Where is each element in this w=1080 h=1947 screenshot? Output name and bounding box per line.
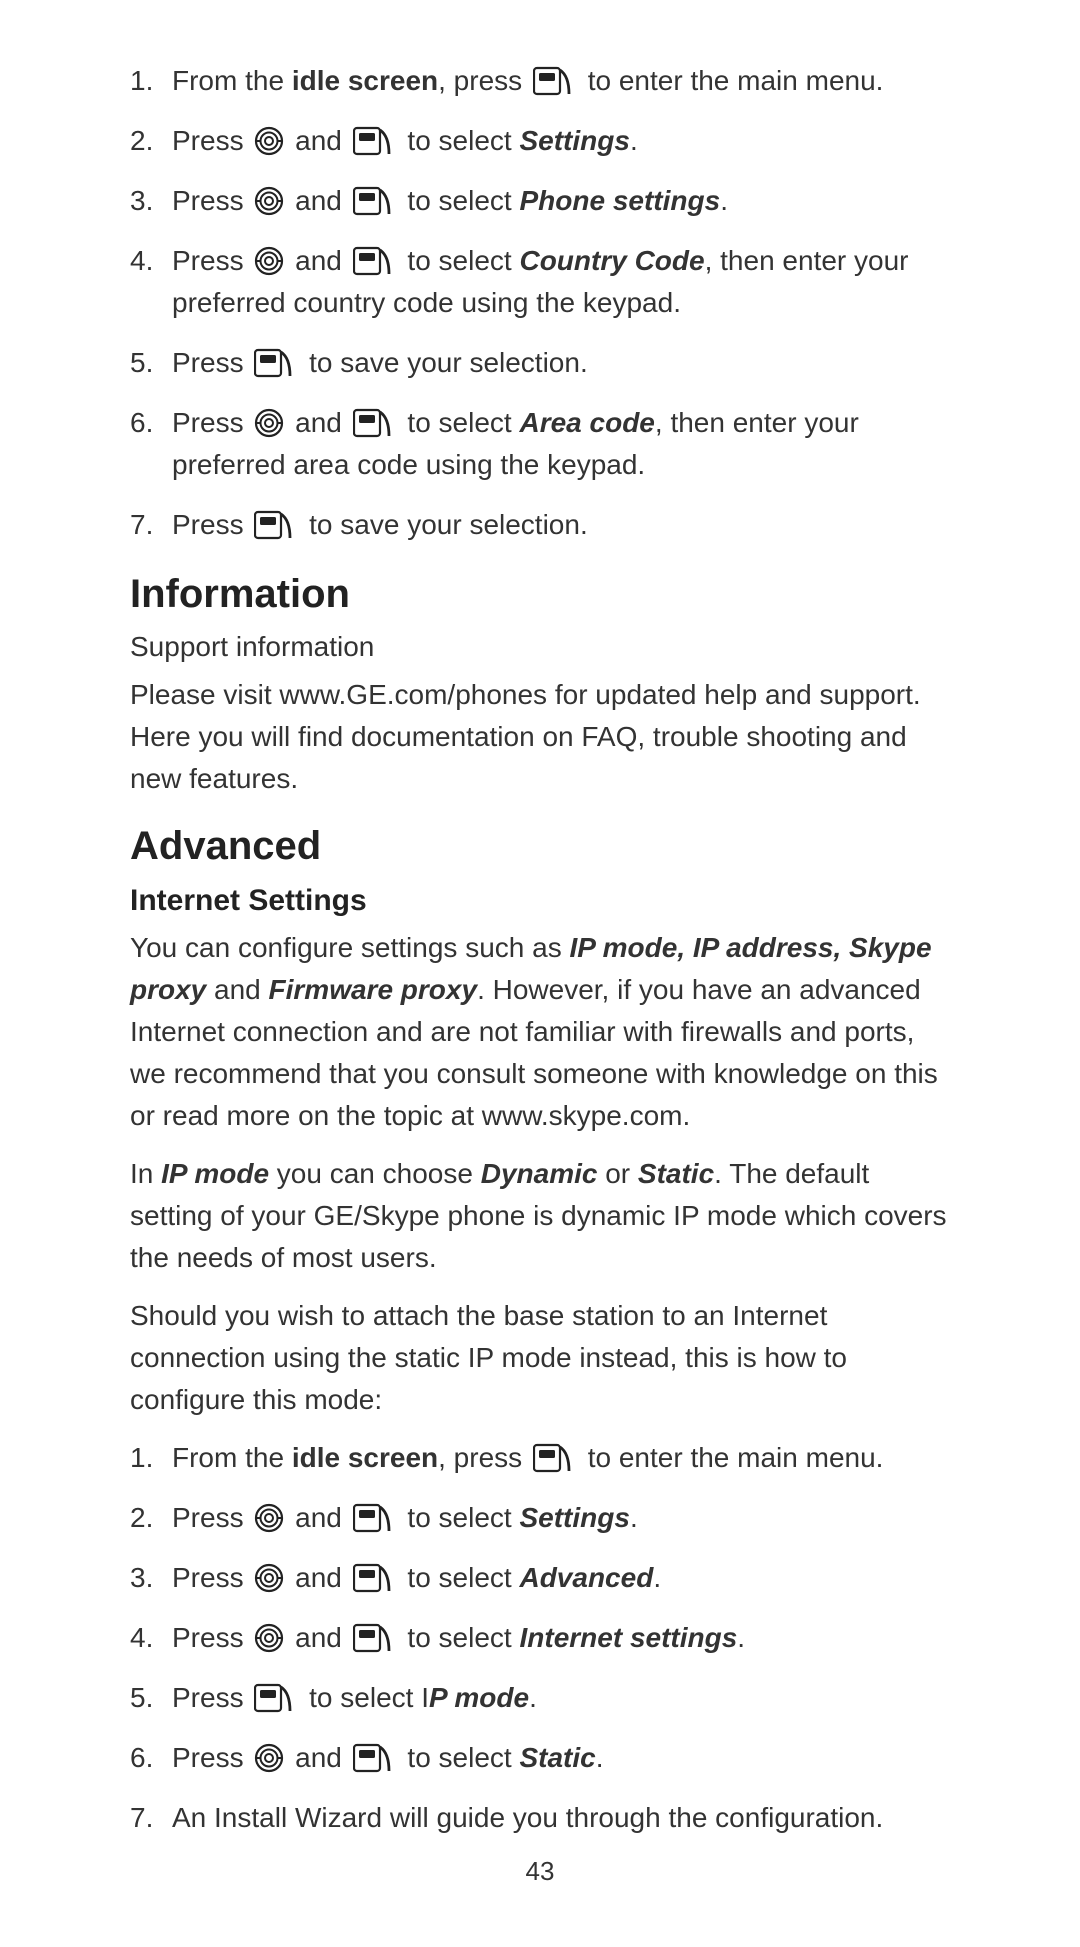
info-body: Please visit www.GE.com/phones for updat…	[130, 674, 950, 800]
wheel-key-icon	[254, 246, 284, 276]
flag-key-icon	[353, 1743, 397, 1773]
wheel-key-icon	[254, 186, 284, 216]
list-item: Press and to select Settings.	[130, 1497, 950, 1539]
adv-heading: Advanced	[130, 816, 950, 876]
flag-key-icon	[353, 1623, 397, 1653]
list-item: Press to select IP mode.	[130, 1677, 950, 1719]
wheel-key-icon	[254, 1743, 284, 1773]
wheel-key-icon	[254, 1623, 284, 1653]
text: you can choose	[269, 1158, 481, 1189]
text-bold: Static	[638, 1158, 714, 1189]
text-bold: Dynamic	[481, 1158, 598, 1189]
info-heading: Information	[130, 564, 950, 624]
list-item: Press and to select Static.	[130, 1737, 950, 1779]
flag-key-icon	[254, 510, 298, 540]
text-bold: Firmware proxy	[269, 974, 478, 1005]
flag-key-icon	[353, 1503, 397, 1533]
list-item: Press and to select Country Code, then e…	[130, 240, 950, 324]
page-content: From the idle screen, press to enter the…	[130, 60, 950, 1839]
list-item: Press and to select Settings.	[130, 120, 950, 162]
list-item: Press and to select Area code, then ente…	[130, 402, 950, 486]
wheel-key-icon	[254, 1503, 284, 1533]
flag-key-icon	[353, 408, 397, 438]
flag-key-icon	[353, 126, 397, 156]
wheel-key-icon	[254, 408, 284, 438]
list-item: Press to save your selection.	[130, 342, 950, 384]
flag-key-icon	[254, 348, 298, 378]
info-subtitle: Support information	[130, 626, 950, 668]
text: In	[130, 1158, 161, 1189]
list-item: Press to save your selection.	[130, 504, 950, 546]
text: and	[206, 974, 268, 1005]
adv-p1: You can configure settings such as IP mo…	[130, 927, 950, 1137]
list-item: An Install Wizard will guide you through…	[130, 1797, 950, 1839]
list-item: From the idle screen, press to enter the…	[130, 60, 950, 102]
page-number: 43	[0, 1856, 1080, 1887]
flag-key-icon	[254, 1683, 298, 1713]
adv-subheading: Internet Settings	[130, 878, 950, 923]
adv-p3: Should you wish to attach the base stati…	[130, 1295, 950, 1421]
list-item: Press and to select Advanced.	[130, 1557, 950, 1599]
text-bold: IP mode	[161, 1158, 269, 1189]
list-item: From the idle screen, press to enter the…	[130, 1437, 950, 1479]
flag-key-icon	[533, 1443, 577, 1473]
list-item: Press and to select Internet settings.	[130, 1617, 950, 1659]
adv-p2: In IP mode you can choose Dynamic or Sta…	[130, 1153, 950, 1279]
flag-key-icon	[353, 186, 397, 216]
text: or	[597, 1158, 637, 1189]
wheel-key-icon	[254, 126, 284, 156]
flag-key-icon	[533, 66, 577, 96]
wheel-key-icon	[254, 1563, 284, 1593]
steps-list-1: From the idle screen, press to enter the…	[130, 60, 950, 546]
steps-list-2: From the idle screen, press to enter the…	[130, 1437, 950, 1839]
list-item: Press and to select Phone settings.	[130, 180, 950, 222]
flag-key-icon	[353, 246, 397, 276]
flag-key-icon	[353, 1563, 397, 1593]
text: You can configure settings such as	[130, 932, 569, 963]
